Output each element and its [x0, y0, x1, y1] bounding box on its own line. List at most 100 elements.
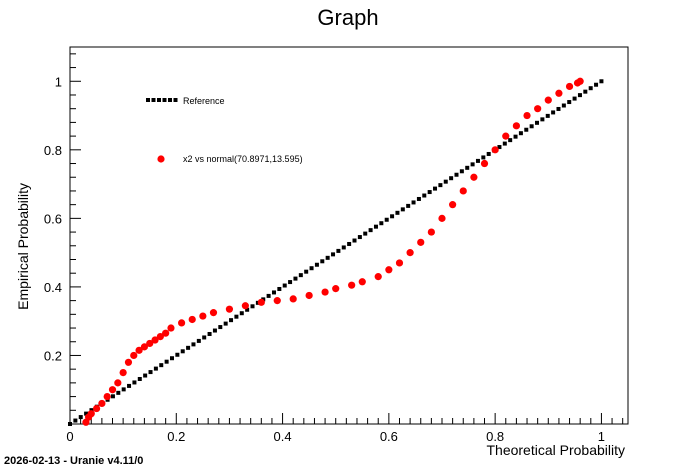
- x-tick-label: 0: [66, 429, 73, 444]
- reference-point: [202, 335, 207, 340]
- chart-title: Graph: [317, 5, 378, 30]
- data-point: [87, 410, 95, 418]
- legend-reference-swatch: [151, 98, 156, 102]
- reference-point: [427, 190, 432, 195]
- legend-empirical-swatch: [157, 155, 165, 163]
- data-point: [395, 259, 404, 267]
- data-point: [209, 309, 218, 317]
- reference-point: [218, 325, 223, 330]
- reference-point: [68, 422, 72, 426]
- reference-point: [422, 193, 427, 198]
- data-point: [151, 336, 159, 344]
- reference-series: [68, 79, 604, 426]
- data-point: [332, 285, 340, 293]
- y-tick-label: 0.6: [44, 211, 62, 226]
- reference-point: [288, 280, 293, 285]
- reference-point: [84, 411, 89, 416]
- reference-point: [282, 283, 287, 288]
- reference-point: [486, 151, 491, 156]
- data-point: [491, 146, 499, 154]
- empirical-series: [82, 77, 584, 426]
- data-point: [502, 132, 510, 140]
- data-point: [449, 201, 457, 209]
- data-point: [348, 281, 356, 289]
- reference-point: [234, 314, 239, 319]
- reference-point: [191, 342, 196, 347]
- x-tick-label: 0.2: [167, 429, 185, 444]
- reference-point: [438, 183, 443, 188]
- reference-point: [180, 349, 185, 354]
- x-tick-label: 1: [598, 429, 605, 444]
- data-point: [470, 173, 478, 181]
- data-point: [576, 77, 584, 85]
- data-point: [406, 249, 414, 257]
- reference-point: [475, 158, 480, 163]
- data-point: [417, 238, 425, 246]
- reference-point: [143, 373, 148, 378]
- legend-reference-label: Reference: [183, 96, 225, 106]
- reference-point: [229, 318, 234, 323]
- x-tick-label: 0.6: [380, 429, 398, 444]
- legend-reference-swatch: [162, 98, 167, 102]
- reference-point: [481, 155, 486, 160]
- reference-point: [583, 89, 588, 94]
- data-point: [98, 399, 106, 408]
- reference-point: [331, 252, 336, 257]
- reference-point: [540, 117, 545, 122]
- legend-reference-swatch: [157, 98, 161, 102]
- data-point: [305, 291, 313, 300]
- data-point: [534, 105, 542, 113]
- reference-point: [390, 214, 395, 219]
- data-point: [178, 319, 186, 327]
- data-point: [273, 297, 281, 305]
- data-point: [385, 266, 393, 274]
- reference-point: [535, 120, 540, 125]
- data-point: [114, 379, 122, 387]
- reference-point: [132, 380, 137, 385]
- data-point: [92, 404, 101, 413]
- reference-point: [384, 217, 389, 222]
- reference-point: [271, 290, 276, 295]
- reference-point: [454, 172, 459, 177]
- reference-point: [524, 127, 529, 132]
- reference-point: [239, 311, 244, 316]
- data-point: [119, 368, 127, 377]
- data-point: [512, 122, 521, 130]
- reference-point: [443, 179, 448, 184]
- reference-point: [594, 82, 599, 87]
- data-point: [146, 339, 154, 348]
- reference-point: [363, 231, 368, 236]
- reference-point: [153, 366, 158, 371]
- data-point: [162, 329, 170, 337]
- reference-point: [567, 100, 572, 105]
- reference-point: [121, 387, 126, 392]
- data-point: [108, 386, 117, 394]
- reference-point: [137, 376, 142, 381]
- data-point: [188, 315, 196, 324]
- reference-point: [250, 304, 255, 309]
- legend-reference-swatch: [146, 98, 150, 102]
- reference-point: [320, 259, 325, 264]
- axes: 0 0.2 0.4 0.6 0.8 1 0.2 0.4 0.6 0.8 1: [44, 53, 624, 444]
- reference-point: [309, 266, 314, 271]
- reference-point: [148, 370, 153, 375]
- data-point: [555, 89, 563, 97]
- reference-point: [341, 245, 346, 250]
- reference-point: [314, 262, 319, 267]
- reference-point: [459, 169, 464, 174]
- legend: Reference x2 vs normal(70.8971,13.595): [146, 96, 303, 164]
- data-point: [135, 346, 143, 354]
- data-point: [289, 295, 297, 303]
- reference-point: [116, 390, 121, 395]
- reference-point: [373, 224, 378, 229]
- reference-point: [379, 221, 384, 226]
- reference-point: [186, 345, 191, 350]
- data-point: [374, 273, 382, 281]
- reference-point: [110, 394, 115, 399]
- reference-point: [508, 138, 513, 143]
- reference-point: [293, 276, 298, 281]
- reference-point: [73, 418, 78, 423]
- data-point: [225, 305, 234, 313]
- reference-point: [497, 145, 502, 150]
